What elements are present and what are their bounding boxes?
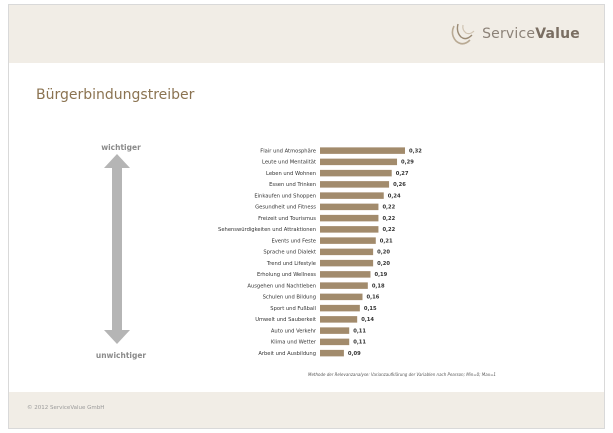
category-label: Erholung und Wellness [257, 272, 316, 278]
value-label: 0,22 [382, 227, 395, 233]
category-label: Gesundheit und Fitness [255, 205, 316, 211]
brand-name-regular: Service [482, 26, 536, 42]
category-label: Events und Feste [271, 238, 316, 244]
value-label: 0,18 [372, 283, 385, 289]
bar [320, 338, 350, 346]
category-label: Klima und Wetter [271, 340, 317, 346]
value-label: 0,19 [374, 272, 387, 278]
value-label: 0,20 [377, 261, 390, 267]
value-label: 0,11 [353, 340, 366, 346]
bar [320, 259, 374, 267]
bar [320, 293, 363, 301]
category-label: Essen und Trinken [269, 182, 316, 188]
category-label: Schulen und Bildung [263, 295, 316, 301]
category-label: Trend und Lifestyle [266, 261, 316, 267]
category-label: Sport und Fußball [270, 306, 316, 312]
value-label: 0,20 [377, 250, 390, 256]
top-importance-label: wichtiger [101, 143, 141, 152]
category-label: Freizeit und Tourismus [258, 216, 316, 222]
bar [320, 192, 384, 199]
category-label: Sehenswürdigkeiten und Attraktionen [218, 227, 316, 233]
bar [320, 282, 368, 289]
bar [320, 248, 374, 256]
category-label: Ausgehen und Nachtleben [247, 283, 316, 289]
bar [320, 147, 405, 154]
header-band: ServiceValue [9, 5, 604, 63]
category-label: Umwelt und Sauberkeit [255, 317, 316, 323]
bar [320, 214, 379, 222]
method-footnote: Methode der Relevanzanalyse: Varianzaufk… [308, 372, 496, 377]
slide-title: Bürgerbindungstreiber [36, 87, 195, 103]
value-label: 0,14 [361, 317, 374, 323]
bar [320, 237, 376, 244]
value-label: 0,15 [364, 306, 377, 312]
category-label: Arbeit und Ausbildung [258, 351, 316, 357]
slide-frame: ServiceValue Bürgerbindungstreiber wicht… [8, 4, 605, 429]
brand-name: ServiceValue [482, 26, 580, 42]
bar [320, 316, 358, 323]
value-label: 0,22 [382, 205, 395, 211]
category-label: Auto und Verkehr [271, 328, 317, 334]
category-label: Leben und Wohnen [266, 171, 316, 177]
bar [320, 327, 350, 334]
bar [320, 271, 371, 278]
brand-name-bold: Value [535, 26, 580, 42]
copyright-text: © 2012 ServiceValue GmbH [27, 405, 105, 411]
value-label: 0,24 [388, 193, 401, 199]
category-label: Einkaufen und Shoppen [254, 193, 316, 199]
bar [320, 181, 390, 188]
importance-double-arrow [104, 154, 130, 344]
category-label: Leute und Mentalität [262, 160, 316, 166]
brand-logo: ServiceValue [448, 22, 580, 46]
value-label: 0,22 [382, 216, 395, 222]
value-label: 0,27 [396, 171, 409, 177]
value-label: 0,26 [393, 182, 406, 188]
value-label: 0,09 [348, 351, 361, 357]
value-label: 0,29 [401, 160, 414, 166]
bar [320, 158, 398, 166]
bar [320, 226, 379, 233]
footer-band: © 2012 ServiceValue GmbH [9, 392, 604, 428]
service-value-swirl-icon [451, 23, 475, 45]
bar [320, 304, 360, 312]
bar [320, 203, 379, 211]
value-label: 0,16 [367, 295, 380, 301]
bar [320, 349, 344, 357]
value-label: 0,11 [353, 328, 366, 334]
category-label: Flair und Atmosphäre [260, 148, 316, 154]
value-label: 0,32 [409, 148, 422, 154]
category-label: Sprache und Dialekt [263, 250, 316, 256]
bottom-importance-label: unwichtiger [95, 351, 147, 360]
bar-chart: Flair und Atmosphäre 0,32 Leute und Mental… [218, 147, 422, 357]
value-label: 0,21 [380, 238, 393, 244]
bar [320, 169, 392, 177]
